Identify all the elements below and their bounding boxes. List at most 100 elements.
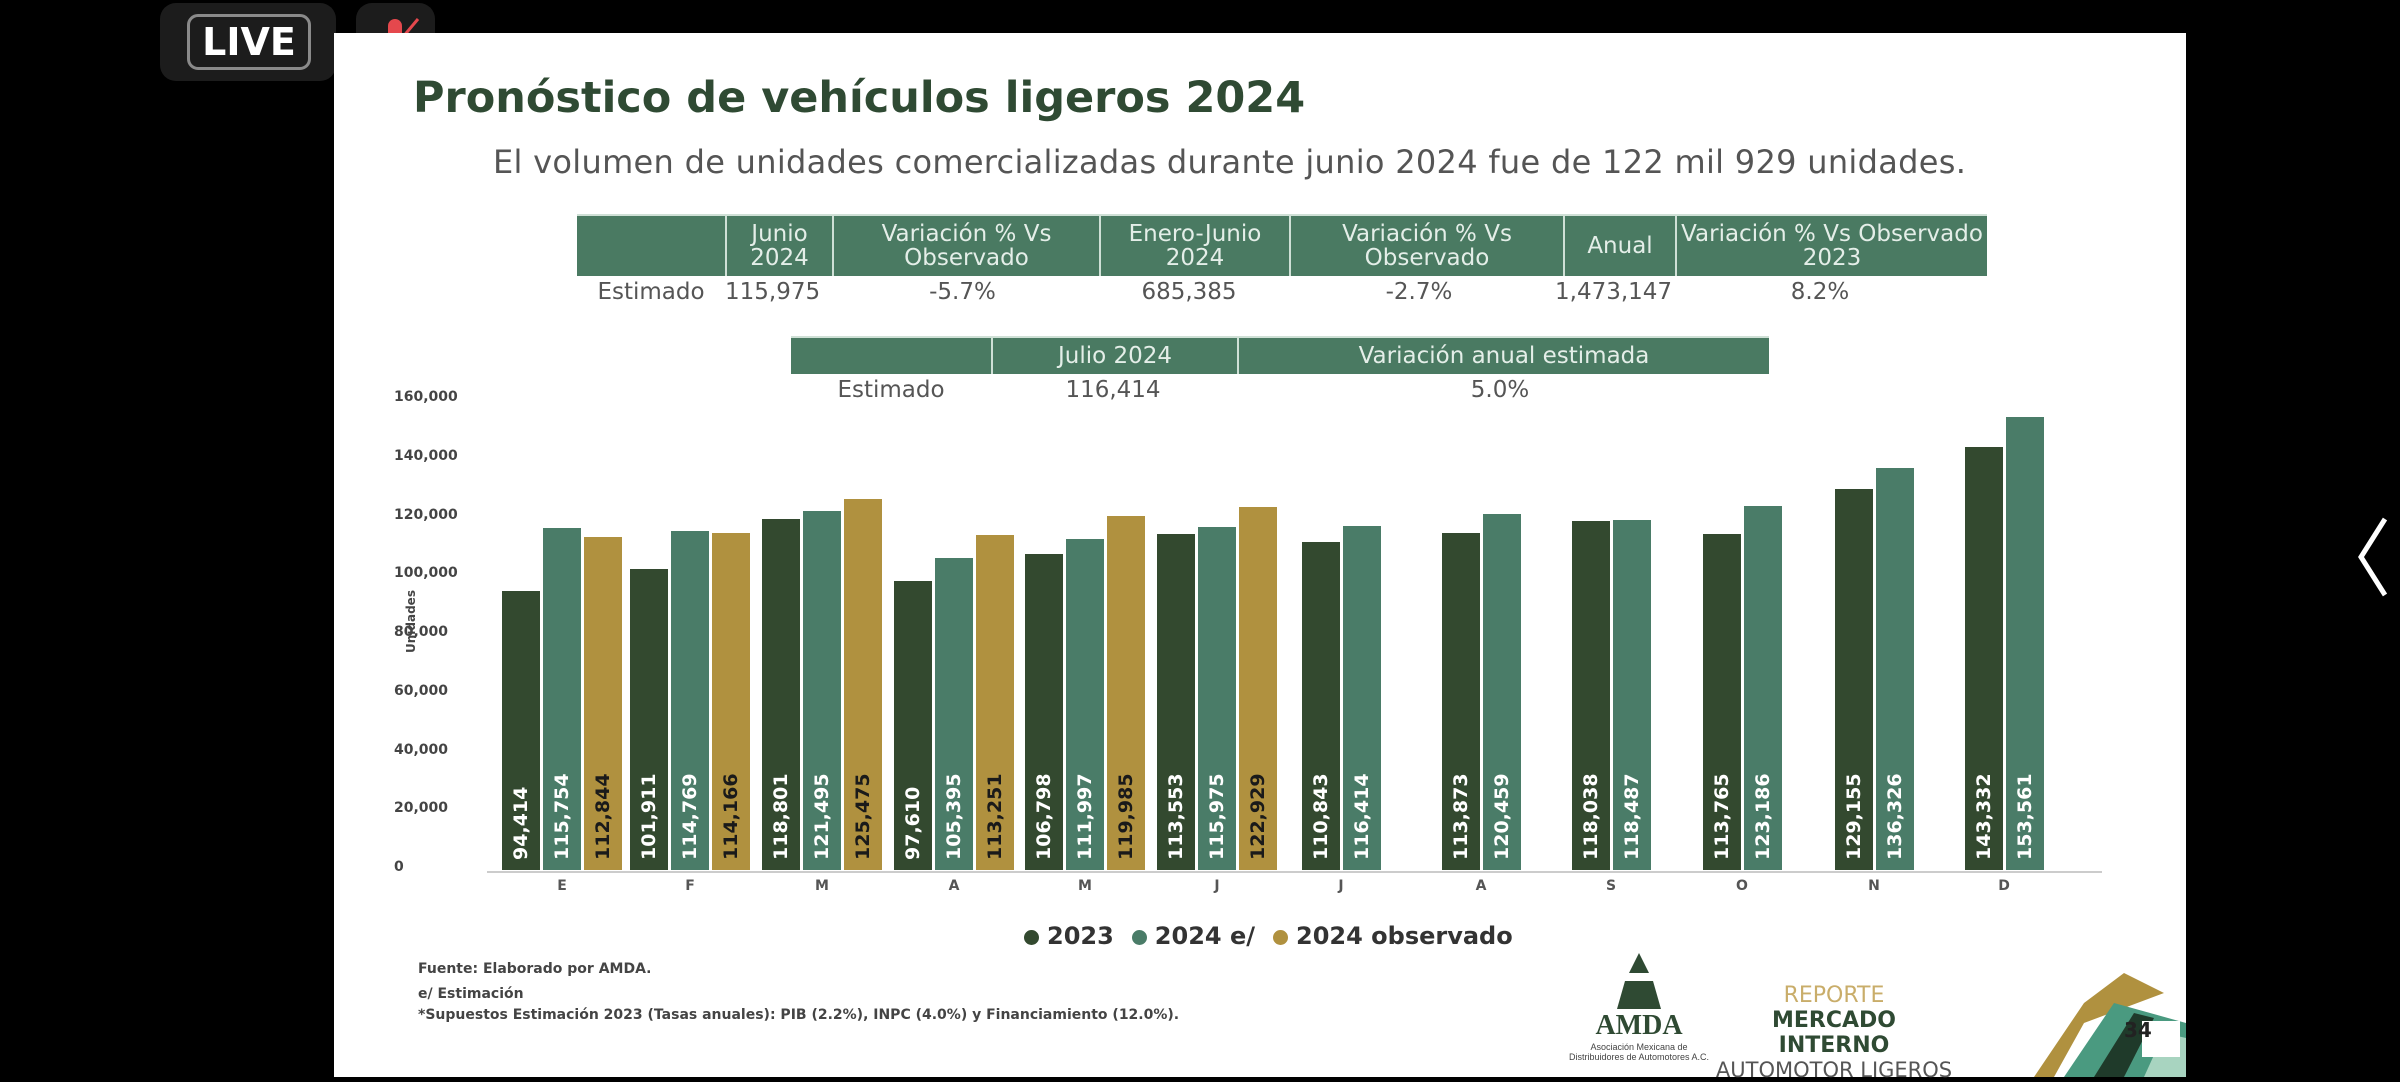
table-header-cell: Anual xyxy=(1565,216,1677,276)
bar-value-label: 113,765 xyxy=(1710,773,1733,860)
bar-value-label: 118,487 xyxy=(1620,773,1643,860)
table-cell: 1,473,147 xyxy=(1555,279,1673,305)
bar xyxy=(1834,488,1873,870)
y-tick-label: 0 xyxy=(394,859,404,875)
bar xyxy=(1571,521,1610,870)
table-header-cell: Junio 2024 xyxy=(727,216,834,276)
amda-caption: Asociación Mexicana de xyxy=(1590,1042,1688,1052)
bar xyxy=(1198,527,1236,870)
table-cell: Estimado xyxy=(597,279,705,305)
x-tick-label: M xyxy=(815,878,829,894)
bar xyxy=(1964,446,2003,870)
bar-value-label: 115,975 xyxy=(1206,773,1228,860)
bar-value-label: 114,166 xyxy=(720,773,742,860)
table-cell: 116,414 xyxy=(1065,377,1161,403)
legend-swatch xyxy=(1131,929,1147,945)
bar xyxy=(584,536,622,870)
x-tick-label: E xyxy=(557,878,567,894)
bar-value-label: 153,561 xyxy=(2013,773,2036,860)
report-line: MERCADO INTERNO xyxy=(1772,1008,1896,1058)
bar-value-label: 113,251 xyxy=(984,773,1006,860)
bar-value-label: 110,843 xyxy=(1309,773,1332,860)
amda-logo: AMDA Asociación Mexicana de Distribuidor… xyxy=(1564,951,1714,1071)
bar xyxy=(1482,514,1521,870)
bar-value-label: 118,038 xyxy=(1579,773,1602,860)
corner-decoration xyxy=(2034,973,2186,1077)
bar xyxy=(543,527,581,870)
slide-title: Pronóstico de vehículos ligeros 2024 xyxy=(413,73,1306,123)
legend-item-2024e: 2024 e/ xyxy=(1131,922,1255,950)
x-tick-label: J xyxy=(1338,878,1344,894)
slide: Pronóstico de vehículos ligeros 2024 El … xyxy=(334,33,2186,1082)
y-tick-label: 80,000 xyxy=(394,624,449,640)
table-cell: 8.2% xyxy=(1790,279,1850,305)
bar-value-label: 125,475 xyxy=(852,773,874,860)
bar xyxy=(976,535,1014,870)
footnote-estimation: e/ Estimación xyxy=(418,986,524,1002)
bar xyxy=(2005,416,2044,870)
x-axis-line xyxy=(487,871,2102,873)
legend-item-2024-observado: 2024 observado xyxy=(1273,922,1513,950)
live-badge[interactable]: LIVE xyxy=(160,3,336,81)
bar-value-label: 143,332 xyxy=(1972,773,1995,860)
bar xyxy=(1875,467,1914,870)
y-tick-label: 60,000 xyxy=(394,682,449,699)
amda-mountain-icon xyxy=(1617,953,1661,1009)
july-table-row: Estimado 116,414 5.0% xyxy=(791,377,1765,403)
bar-value-label: 136,326 xyxy=(1883,773,1906,860)
y-tick-label: 40,000 xyxy=(394,741,449,758)
x-tick-label: N xyxy=(1868,878,1880,894)
bar-value-label: 122,929 xyxy=(1247,773,1269,860)
x-tick-label: A xyxy=(1475,878,1487,894)
next-slide-chevron[interactable] xyxy=(2355,515,2389,604)
bar-value-label: 112,844 xyxy=(592,773,614,860)
legend-swatch xyxy=(1024,929,1039,945)
table-header-cell: Variación % Vs Observado xyxy=(834,216,1101,276)
footnote-assumptions: *Supuestos Estimación 2023 (Tasas anuale… xyxy=(418,1007,1180,1023)
table-header-cell: Variación % Vs Observado xyxy=(1291,216,1565,276)
bar-value-label: 121,495 xyxy=(811,773,833,860)
legend-swatch xyxy=(1273,929,1288,945)
bar-value-label: 101,911 xyxy=(638,773,660,860)
bar-value-label: 115,754 xyxy=(551,773,573,860)
bar-value-label: 94,414 xyxy=(510,786,532,860)
table-cell: -5.7% xyxy=(929,279,996,305)
x-tick-label: D xyxy=(1998,878,2010,894)
bar xyxy=(1066,539,1104,870)
table-header-cell: Julio 2024 xyxy=(993,338,1239,374)
table-header-cell xyxy=(791,338,993,374)
report-line: REPORTE xyxy=(1783,983,1885,1008)
table-header-cell: Enero-Junio 2024 xyxy=(1101,216,1291,276)
legend-label: 2024 observado xyxy=(1296,922,1513,950)
bar-value-label: 111,997 xyxy=(1074,773,1096,860)
table-header-cell xyxy=(577,216,727,276)
amda-caption: Distribuidores de Automotores A.C. xyxy=(1568,1052,1710,1062)
bar xyxy=(502,590,540,870)
bar xyxy=(1702,533,1741,870)
bar xyxy=(1612,519,1651,870)
footnote-source: Fuente: Elaborado por AMDA. xyxy=(418,961,652,977)
chevron-left-icon xyxy=(2358,517,2388,597)
x-tick-label: O xyxy=(1736,878,1748,894)
table-header-cell: Variación anual estimada xyxy=(1358,343,1650,369)
bar xyxy=(844,499,882,870)
bar xyxy=(1025,554,1063,870)
legend-label: 2024 e/ xyxy=(1154,922,1255,950)
x-tick-label: A xyxy=(948,878,960,894)
y-tick-label: 160,000 xyxy=(394,389,458,405)
y-tick-label: 140,000 xyxy=(394,447,458,464)
bar-value-label: 114,769 xyxy=(679,773,701,860)
table-cell: Estimado xyxy=(837,377,945,403)
report-title: REPORTE MERCADO INTERNO AUTOMOTOR LIGERO… xyxy=(1714,983,1954,1082)
live-label: LIVE xyxy=(187,14,311,70)
bar xyxy=(1743,506,1782,870)
x-tick-label: S xyxy=(1605,878,1617,894)
bar-value-label: 118,801 xyxy=(770,773,792,860)
july-table-header: Julio 2024 Variación anual estimada xyxy=(791,336,1769,374)
bar xyxy=(1441,533,1480,870)
bar xyxy=(712,532,750,870)
bar-value-label: 120,459 xyxy=(1490,773,1513,860)
bar-value-label: 116,414 xyxy=(1350,773,1373,860)
bar xyxy=(671,530,709,870)
bar xyxy=(1157,534,1195,870)
